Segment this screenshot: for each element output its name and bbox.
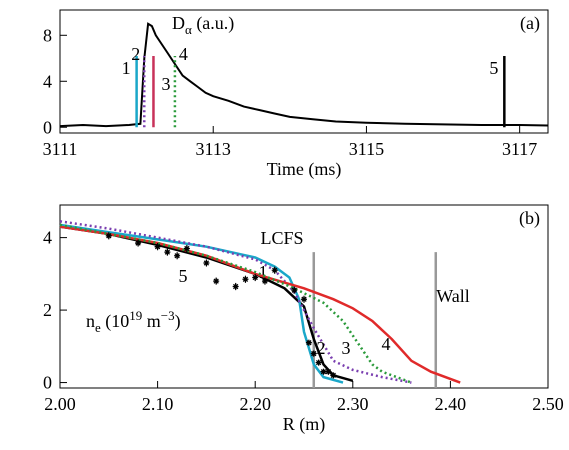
event-label: 1: [122, 58, 131, 78]
data-line: [59, 220, 412, 384]
data-line: [59, 225, 354, 383]
data-point: [305, 339, 312, 346]
x-tick-label: 2.50: [532, 394, 564, 414]
data-point: [315, 359, 322, 366]
data-point: [310, 350, 317, 357]
series-label: 4: [382, 334, 391, 354]
reference-label: Wall: [436, 286, 470, 306]
x-tick-label: 2.20: [239, 394, 271, 414]
event-label: 4: [179, 44, 188, 64]
data-point: [291, 287, 298, 294]
data-point: [135, 240, 142, 247]
data-point: [203, 259, 210, 266]
data-point: [242, 276, 249, 283]
label-part: −3: [161, 308, 175, 323]
x-tick-label: 2.30: [337, 394, 369, 414]
data-point: [213, 278, 220, 285]
x-tick-label: 3111: [43, 139, 78, 159]
label-part: ): [175, 311, 181, 332]
data-point: [271, 267, 278, 274]
reference-label: LCFS: [260, 228, 303, 248]
label-part: (10: [101, 311, 130, 332]
x-axis-label: Time (ms): [267, 159, 342, 180]
series-label: 5: [179, 266, 188, 286]
panel-label: (a): [520, 13, 540, 34]
event-label: 3: [161, 74, 170, 94]
y-tick-label: 2: [43, 300, 52, 320]
data-line: [59, 225, 461, 384]
label-part: D: [172, 13, 185, 33]
label-part: e: [95, 320, 101, 335]
y-tick-label: 4: [43, 71, 52, 91]
data-point: [252, 274, 259, 281]
panel-b-ylabel: ne (1019 m−3): [86, 308, 181, 335]
y-tick-label: 8: [43, 25, 52, 45]
y-tick-label: 0: [43, 117, 52, 137]
data-line: [59, 223, 344, 384]
x-tick-label: 2.10: [142, 394, 174, 414]
panel-label: (b): [519, 208, 540, 229]
data-point: [261, 278, 268, 285]
data-point: [105, 232, 112, 239]
data-point: [232, 283, 239, 290]
event-label: 2: [131, 44, 140, 64]
plot-frame: [59, 9, 549, 134]
label-part: α: [185, 22, 192, 37]
data-point: [154, 243, 161, 250]
series-label: 3: [342, 338, 351, 358]
data-point: [330, 372, 337, 379]
x-tick-label: 3113: [196, 139, 231, 159]
x-tick-label: 3117: [502, 139, 537, 159]
data-line: [59, 223, 412, 384]
data-point: [320, 368, 327, 375]
data-point: [325, 368, 332, 375]
y-tick-label: 4: [43, 228, 52, 248]
label-part: (a.u.): [192, 13, 234, 34]
series-label: 1: [259, 262, 268, 282]
label-part: m: [142, 311, 161, 331]
x-tick-label: 3115: [349, 139, 384, 159]
label-part: 19: [129, 308, 142, 323]
y-tick-label: 0: [43, 373, 52, 393]
plot-frame: [59, 204, 549, 389]
label-part: n: [86, 311, 95, 331]
data-point: [183, 245, 190, 252]
panel-a-ylabel: Dα (a.u.): [172, 13, 234, 37]
x-tick-label: 2.00: [44, 394, 76, 414]
data-line: [59, 22, 549, 128]
data-point: [174, 252, 181, 259]
event-label: 5: [489, 58, 498, 78]
data-point: [164, 249, 171, 256]
x-axis-label: R (m): [283, 414, 326, 435]
data-point: [301, 296, 307, 303]
x-tick-label: 2.40: [435, 394, 467, 414]
series-label: 2: [317, 338, 326, 358]
